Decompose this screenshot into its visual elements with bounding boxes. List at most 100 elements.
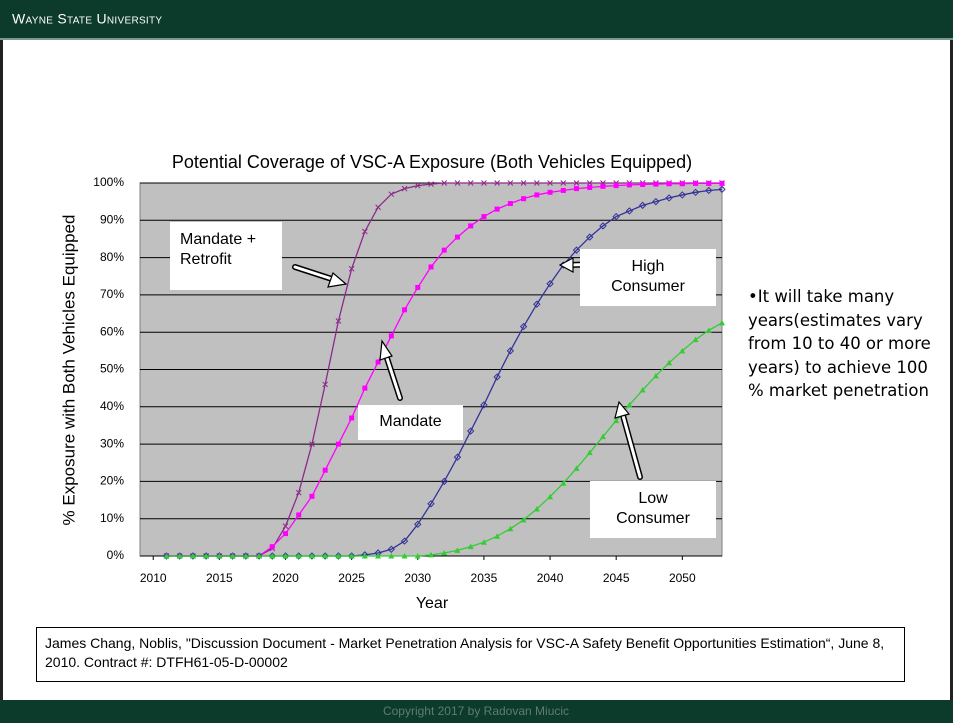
marker (480, 539, 487, 545)
marker (719, 180, 725, 186)
marker (375, 359, 381, 365)
marker (573, 465, 580, 471)
marker (480, 401, 488, 409)
marker (560, 180, 567, 186)
marker (547, 189, 553, 195)
marker (534, 192, 540, 198)
marker (428, 551, 434, 558)
marker (600, 183, 606, 189)
marker (441, 550, 448, 556)
marker (494, 180, 500, 186)
marker (693, 180, 699, 186)
marker (493, 373, 501, 381)
y-tick-label: 10% (100, 511, 124, 525)
marker (454, 180, 461, 186)
marker (678, 191, 687, 199)
chart-title: Potential Coverage of VSC-A Exposure (Bo… (172, 152, 692, 172)
marker (652, 372, 659, 379)
marker (520, 180, 527, 186)
marker (295, 552, 303, 560)
marker (414, 520, 422, 529)
marker (335, 441, 341, 447)
marker (520, 516, 527, 523)
marker (295, 489, 302, 496)
marker (309, 493, 315, 499)
y-tick-label: 90% (100, 212, 124, 226)
marker (335, 553, 342, 559)
marker (163, 553, 170, 559)
marker (268, 552, 276, 560)
marker (295, 553, 302, 559)
marker (402, 307, 408, 313)
marker (679, 347, 686, 354)
left-border (0, 40, 3, 700)
annotation-box: Mandate (358, 405, 463, 440)
marker (533, 300, 541, 308)
marker (388, 333, 394, 339)
marker (560, 187, 566, 193)
marker (401, 185, 408, 192)
marker (427, 500, 435, 508)
marker (322, 553, 329, 559)
marker (228, 552, 237, 560)
marker (587, 184, 593, 190)
marker (401, 553, 408, 559)
x-tick-label: 2045 (603, 571, 630, 585)
marker (281, 552, 290, 560)
marker (572, 246, 581, 254)
marker (362, 385, 368, 391)
marker (229, 553, 236, 559)
marker (494, 533, 501, 539)
y-tick-label: 100% (93, 175, 124, 189)
marker (441, 180, 448, 186)
marker (282, 523, 289, 530)
marker (599, 222, 607, 230)
marker (613, 417, 620, 424)
marker (348, 553, 355, 559)
marker (653, 181, 659, 187)
annotation-box: High Consumer (580, 249, 716, 306)
marker (388, 191, 395, 198)
marker (665, 194, 673, 202)
x-tick-label: 2030 (404, 571, 431, 585)
x-tick-label: 2025 (338, 571, 365, 585)
marker (454, 234, 460, 240)
marker (506, 347, 515, 355)
marker (334, 552, 343, 560)
marker (175, 552, 184, 560)
right-border (950, 40, 953, 700)
marker (468, 223, 474, 229)
marker (494, 206, 500, 212)
marker (335, 318, 342, 324)
marker (467, 543, 474, 550)
header-title: Wayne State University (12, 11, 162, 27)
marker (162, 552, 171, 560)
marker (718, 185, 726, 194)
marker (666, 359, 673, 366)
marker (322, 467, 328, 473)
citation-box: James Chang, Noblis, "Discussion Documen… (36, 627, 905, 682)
marker (255, 552, 263, 560)
marker (308, 552, 316, 560)
marker (519, 322, 528, 331)
marker (574, 186, 579, 192)
bullet-text: •It will take many years(estimates vary … (748, 287, 931, 400)
marker (440, 477, 448, 486)
marker (626, 182, 632, 188)
marker (586, 233, 594, 241)
marker (705, 327, 712, 333)
marker (453, 453, 462, 461)
annotation-box: Mandate + Retrofit (170, 222, 282, 290)
marker (282, 553, 289, 559)
marker (189, 552, 197, 560)
marker (666, 181, 672, 187)
marker (481, 214, 487, 220)
marker (216, 553, 223, 559)
marker (348, 265, 355, 272)
x-axis-label: Year (416, 595, 449, 612)
marker (546, 280, 554, 288)
marker (507, 525, 514, 532)
marker (454, 547, 461, 553)
y-tick-label: 30% (100, 436, 124, 450)
